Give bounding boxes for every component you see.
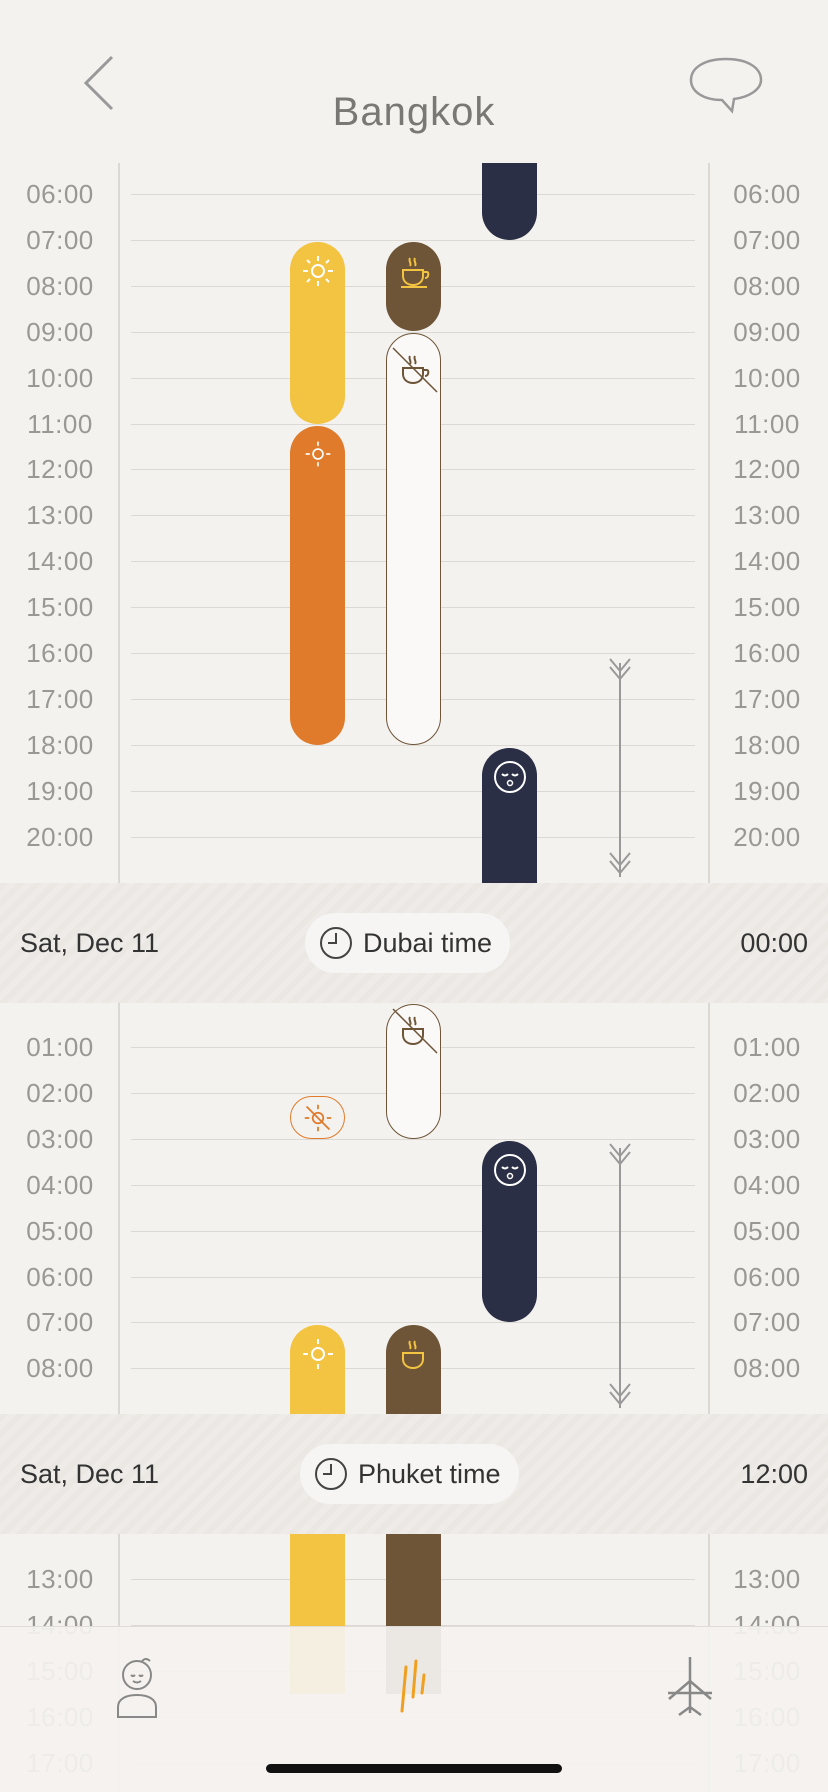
hour-label: 08:00 <box>733 1353 801 1384</box>
hour-label: 11:00 <box>734 408 800 439</box>
hour-label: 19:00 <box>733 775 801 806</box>
hour-label: 01:00 <box>26 1032 94 1062</box>
grid-line <box>131 1276 695 1278</box>
page-title: Bangkok <box>332 90 496 134</box>
grid-line <box>131 331 695 333</box>
hour-label: 10:00 <box>26 362 94 393</box>
hour-label: 03:00 <box>26 1123 94 1154</box>
grid-line <box>131 744 695 746</box>
hour-label: 05:00 <box>26 1215 94 1246</box>
timezone-pill[interactable]: Dubai time <box>305 913 511 973</box>
timezone-pill[interactable]: Phuket time <box>300 1444 519 1504</box>
hour-label: 16:00 <box>26 638 94 668</box>
hour-label: 02:00 <box>26 1077 94 1108</box>
hour-label: 14:00 <box>733 546 801 577</box>
hour-label: 17:00 <box>26 683 94 714</box>
axis-line <box>118 1003 120 1414</box>
hour-label: 16:00 <box>733 638 801 668</box>
grid-line <box>131 790 695 792</box>
day-divider: Sat, Dec 11 Dubai time 00:00 <box>0 883 828 1003</box>
hour-label: 06:00 <box>26 1261 94 1292</box>
caffeine-bar <box>386 1325 441 1414</box>
hour-label: 06:00 <box>733 179 801 209</box>
day-divider: Sat, Dec 11 Phuket time 12:00 <box>0 1414 828 1534</box>
hour-label: 18:00 <box>733 729 801 760</box>
hour-label: 01:00 <box>733 1032 801 1062</box>
home-indicator <box>266 1764 562 1773</box>
hour-label: 13:00 <box>733 1564 801 1594</box>
no-caffeine-bar <box>386 333 441 745</box>
no-caffeine-bar <box>386 1004 441 1139</box>
hour-label: 08:00 <box>733 270 801 301</box>
grid-line <box>131 239 695 241</box>
sleep-bar <box>482 1141 537 1322</box>
hour-label: 14:00 <box>26 546 94 577</box>
back-button[interactable] <box>80 55 120 111</box>
hour-label: 12:00 <box>733 454 801 485</box>
grid-line <box>131 1322 695 1324</box>
axis-line <box>708 1003 710 1414</box>
hour-label: 13:00 <box>26 1564 94 1594</box>
hour-label: 02:00 <box>733 1077 801 1108</box>
profile-tab[interactable] <box>112 1655 162 1719</box>
hour-label: 17:00 <box>733 683 801 714</box>
axis-line <box>708 163 710 883</box>
sleep-bar <box>482 163 537 240</box>
hour-label: 07:00 <box>26 224 94 255</box>
flights-tab[interactable] <box>665 1653 715 1717</box>
grid-line <box>131 1138 695 1140</box>
timezone-label: Dubai time <box>363 927 493 958</box>
hour-label: 09:00 <box>733 316 801 347</box>
hour-label: 05:00 <box>733 1215 801 1246</box>
hour-label: 07:00 <box>26 1307 94 1338</box>
no-light-bar <box>290 1096 345 1139</box>
hour-label: 12:00 <box>26 454 94 485</box>
grid-line <box>131 1184 695 1186</box>
hour-label: 20:00 <box>733 821 801 852</box>
axis-line <box>118 163 120 883</box>
hour-label: 15:00 <box>26 592 94 623</box>
light-bar <box>290 242 345 424</box>
chat-button[interactable] <box>688 56 764 114</box>
hour-label: 03:00 <box>733 1123 801 1154</box>
sleep-bar <box>482 748 537 883</box>
hour-label: 18:00 <box>26 729 94 760</box>
caffeine-bar <box>386 242 441 331</box>
hour-label: 13:00 <box>733 500 801 531</box>
divider-date: Sat, Dec 11 <box>20 928 160 958</box>
hour-label: 10:00 <box>733 362 801 393</box>
clock-icon <box>315 1458 347 1490</box>
hour-label: 15:00 <box>733 592 801 623</box>
hour-label: 11:00 <box>27 408 93 439</box>
hour-label: 04:00 <box>733 1169 801 1200</box>
flight-arrow <box>609 658 631 877</box>
grid-line <box>131 1230 695 1232</box>
hour-label: 19:00 <box>26 775 94 806</box>
divider-time: 00:00 <box>740 928 808 958</box>
grid-line <box>131 194 695 195</box>
hour-label: 06:00 <box>26 179 94 209</box>
schedule-tab[interactable] <box>398 1657 428 1715</box>
clock-icon <box>320 927 352 959</box>
hour-label: 07:00 <box>733 1307 801 1338</box>
grid-line <box>131 836 695 838</box>
flight-arrow <box>609 1143 631 1408</box>
hour-label: 04:00 <box>26 1169 94 1200</box>
divider-date: Sat, Dec 11 <box>20 1459 160 1489</box>
timezone-label: Phuket time <box>358 1458 501 1489</box>
divider-time: 12:00 <box>740 1459 808 1489</box>
hour-label: 07:00 <box>733 224 801 255</box>
hour-label: 09:00 <box>26 316 94 347</box>
hour-label: 08:00 <box>26 270 94 301</box>
hour-label: 08:00 <box>26 1353 94 1384</box>
hour-label: 13:00 <box>26 500 94 531</box>
hour-label: 20:00 <box>26 821 94 852</box>
hour-label: 06:00 <box>733 1261 801 1292</box>
light-bar <box>290 1325 345 1414</box>
light-bar <box>290 426 345 745</box>
